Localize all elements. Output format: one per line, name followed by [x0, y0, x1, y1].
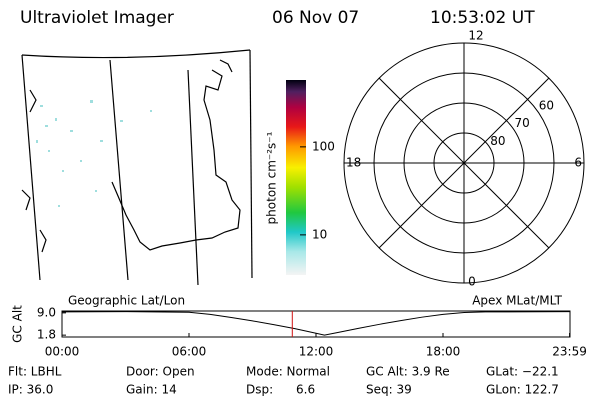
x-tick-label: 00:00 [45, 345, 80, 359]
title: Ultraviolet Imager [20, 8, 174, 28]
mlt-line [378, 77, 550, 249]
colorbar [286, 80, 306, 275]
info-field: Seq: 39 [366, 383, 412, 397]
timeline-y-label: GC Alt [11, 305, 25, 343]
mlt-label: 6 [574, 156, 582, 170]
x-tick-label: 18:00 [426, 345, 461, 359]
colorbar-tick-label: 100 [312, 139, 335, 153]
timeline-right-label: Apex MLat/MLT [472, 294, 562, 308]
timeline-left-label: Geographic Lat/Lon [68, 294, 185, 308]
info-field: Mode: Normal [246, 365, 330, 379]
emission-speckles [36, 100, 152, 207]
latitude-label: 70 [515, 116, 530, 130]
info-field: GC Alt: 3.9 Re [366, 365, 450, 379]
altitude-curve [61, 311, 571, 336]
date: 06 Nov 07 [272, 8, 359, 28]
mlt-label: 12 [468, 29, 483, 43]
colorbar-tick-label: 10 [312, 227, 327, 241]
info-field: GLat: −22.1 [486, 365, 559, 379]
info-field: IP: 36.0 [8, 383, 53, 397]
info-field: Flt: LBHL [8, 365, 62, 379]
y-tick-label: 1.8 [37, 328, 56, 342]
info-field: Gain: 14 [126, 383, 177, 397]
y-tick-label: 9.0 [37, 305, 56, 319]
time: 10:53:02 UT [430, 8, 535, 28]
colorbar-label: photon cm⁻²s⁻¹ [265, 131, 279, 224]
x-tick-label: 12:00 [299, 345, 334, 359]
info-field: Door: Open [126, 365, 195, 379]
x-tick-label: 23:59 [552, 345, 587, 359]
info-field: Dsp: 6.6 [246, 383, 315, 397]
mlt-label: 18 [346, 156, 361, 170]
latitude-label: 60 [539, 99, 554, 113]
latitude-label: 80 [490, 134, 505, 148]
x-tick-label: 06:00 [172, 345, 207, 359]
geographic-map [21, 49, 253, 286]
mlt-label: 0 [468, 275, 476, 289]
info-field: GLon: 122.7 [486, 383, 559, 397]
